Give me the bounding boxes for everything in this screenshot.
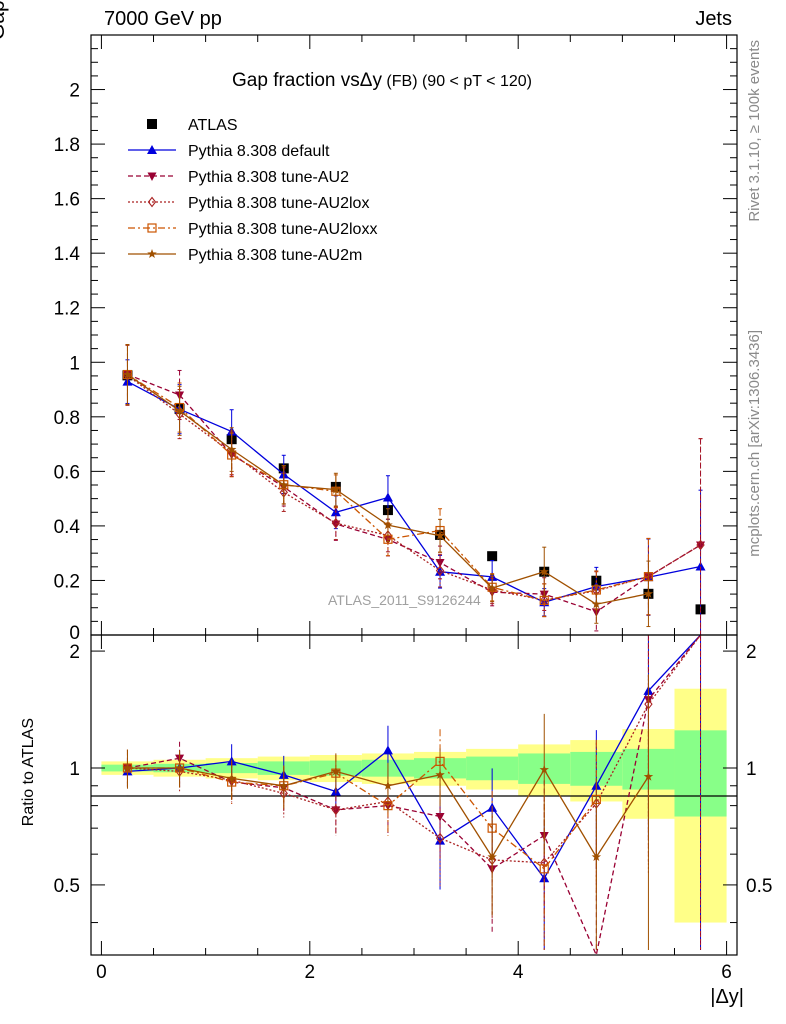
legend-marker-au2 bbox=[147, 172, 157, 181]
legend-marker-default bbox=[147, 145, 157, 154]
y-tick-label: 1.6 bbox=[54, 190, 80, 211]
ratio-point-au2loxx bbox=[539, 864, 549, 874]
series-line-au2lox bbox=[127, 374, 701, 601]
main-axis-ticks bbox=[91, 34, 737, 636]
data-point-default bbox=[695, 561, 706, 571]
process-label: Jets bbox=[695, 8, 732, 30]
y-tick-label: 0.6 bbox=[54, 462, 80, 483]
main-y-tick-labels: 0.2 0.4 0.6 0.8 1 1.2 1.4 1.6 1.8 2 0 bbox=[54, 81, 81, 644]
data-point-au2m bbox=[174, 405, 185, 415]
ratio-y-tick-label-right: 2 bbox=[746, 642, 757, 663]
data-point-au2lox bbox=[696, 539, 705, 551]
main-series-layer bbox=[122, 344, 706, 636]
data-point-au2m bbox=[487, 583, 497, 593]
data-point-atlas bbox=[487, 551, 498, 562]
y-tick-label: 0.2 bbox=[54, 571, 80, 592]
ratio-point-au2m bbox=[279, 780, 289, 790]
y-tick-label-zero: 0 bbox=[69, 623, 80, 644]
data-point-au2lox bbox=[435, 565, 445, 577]
main-panel: 0.2 0.4 0.6 0.8 1 1.2 1.4 1.6 1.8 2 0 Gap fraction… bbox=[54, 34, 738, 644]
data-point-au2m bbox=[122, 369, 133, 379]
ratio-series-layer bbox=[122, 634, 702, 958]
ratio-point-au2m bbox=[122, 763, 133, 772]
ratio-point-au2m bbox=[435, 769, 445, 779]
x-tick-labels: 0 2 4 6 bbox=[96, 962, 732, 983]
legend-marker-au2loxx bbox=[147, 223, 157, 233]
data-point-au2m bbox=[435, 530, 445, 540]
ratio-panel: 0.5 0.5 1 1 2 2 0 2 4 6 bbox=[54, 634, 773, 983]
analysis-watermark: ATLAS_2011_S9126244 bbox=[328, 592, 481, 608]
ratio-y-tick-labels: 0.5 0.5 1 1 2 2 bbox=[54, 642, 773, 897]
y-tick-label: 1.4 bbox=[54, 244, 81, 265]
ratio-y-tick-label-right: 1 bbox=[746, 759, 757, 780]
ratio-point-default bbox=[382, 745, 393, 755]
uncertainty-bands bbox=[101, 688, 727, 923]
legend: ATLAS Pythia 8.308 default Pythia 8.308 tu… bbox=[128, 117, 377, 264]
data-point-au2m bbox=[591, 599, 602, 609]
ratio-y-tick-label: 1 bbox=[69, 759, 80, 780]
ratio-axis-ticks bbox=[91, 635, 737, 955]
ratio-series-au2m bbox=[122, 674, 654, 950]
ratio-point-au2m bbox=[591, 852, 602, 861]
data-point-au2lox bbox=[331, 517, 341, 529]
ratio-point-au2lox bbox=[331, 804, 341, 816]
ratio-y-tick-label: 2 bbox=[69, 642, 80, 663]
ratio-point-au2m bbox=[643, 771, 654, 781]
data-point-au2m bbox=[331, 484, 341, 494]
y-tick-label: 0.8 bbox=[54, 408, 80, 429]
y-tick-label: 0.4 bbox=[54, 517, 81, 538]
ratio-y-tick-label: 0.5 bbox=[54, 876, 80, 897]
data-point-au2m bbox=[539, 566, 549, 576]
chart-title: Gap fraction vsΔy (FB) (90 < pT < 120) bbox=[232, 70, 532, 91]
y-tick-label: 1 bbox=[69, 353, 80, 374]
ratio-point-au2lox bbox=[435, 832, 445, 844]
x-tick-label: 6 bbox=[721, 962, 732, 983]
ratio-line-au2lox bbox=[127, 634, 702, 864]
ratio-point-au2m bbox=[539, 764, 549, 774]
legend-label-au2: Pythia 8.308 tune-AU2 bbox=[188, 169, 349, 186]
y-tick-label: 2 bbox=[69, 81, 80, 102]
series-atlas bbox=[122, 370, 706, 615]
x-tick-label: 2 bbox=[305, 962, 316, 983]
ratio-point-au2m bbox=[383, 780, 393, 790]
legend-marker-atlas bbox=[147, 119, 157, 129]
legend-label-au2m: Pythia 8.308 tune-AU2m bbox=[188, 247, 362, 264]
y-tick-label: 1.2 bbox=[54, 299, 80, 320]
legend-marker-au2lox bbox=[147, 196, 157, 208]
energy-label: 7000 GeV pp bbox=[104, 8, 222, 30]
series-line-au2 bbox=[127, 373, 701, 613]
legend-label-default: Pythia 8.308 default bbox=[188, 143, 330, 160]
ratio-y-tick-label-right: 0.5 bbox=[746, 876, 772, 897]
legend-label-au2lox: Pythia 8.308 tune-AU2lox bbox=[188, 195, 369, 212]
x-axis-label: |Δy| bbox=[710, 986, 744, 1008]
series-au2m bbox=[122, 344, 654, 628]
ratio-point-au2m bbox=[331, 766, 341, 776]
data-point-au2m bbox=[383, 520, 393, 530]
legend-label-atlas: ATLAS bbox=[188, 117, 238, 134]
ratio-point-au2m bbox=[226, 773, 237, 783]
data-point-au2m bbox=[226, 444, 237, 454]
data-point-au2m bbox=[643, 588, 654, 598]
ratio-point-au2m bbox=[174, 763, 185, 772]
legend-marker-au2m bbox=[147, 249, 157, 258]
ratio-line-default bbox=[127, 634, 701, 880]
y-tick-label: 1.8 bbox=[54, 135, 80, 156]
ratio-line-au2loxx bbox=[127, 760, 597, 870]
x-tick-label: 0 bbox=[96, 962, 107, 983]
ratio-point-au2m bbox=[487, 852, 497, 861]
series-line-default bbox=[127, 381, 701, 603]
data-point-au2m bbox=[279, 480, 289, 489]
data-point-default bbox=[382, 492, 393, 502]
legend-label-au2loxx: Pythia 8.308 tune-AU2loxx bbox=[188, 221, 377, 238]
x-tick-label: 4 bbox=[513, 962, 524, 983]
